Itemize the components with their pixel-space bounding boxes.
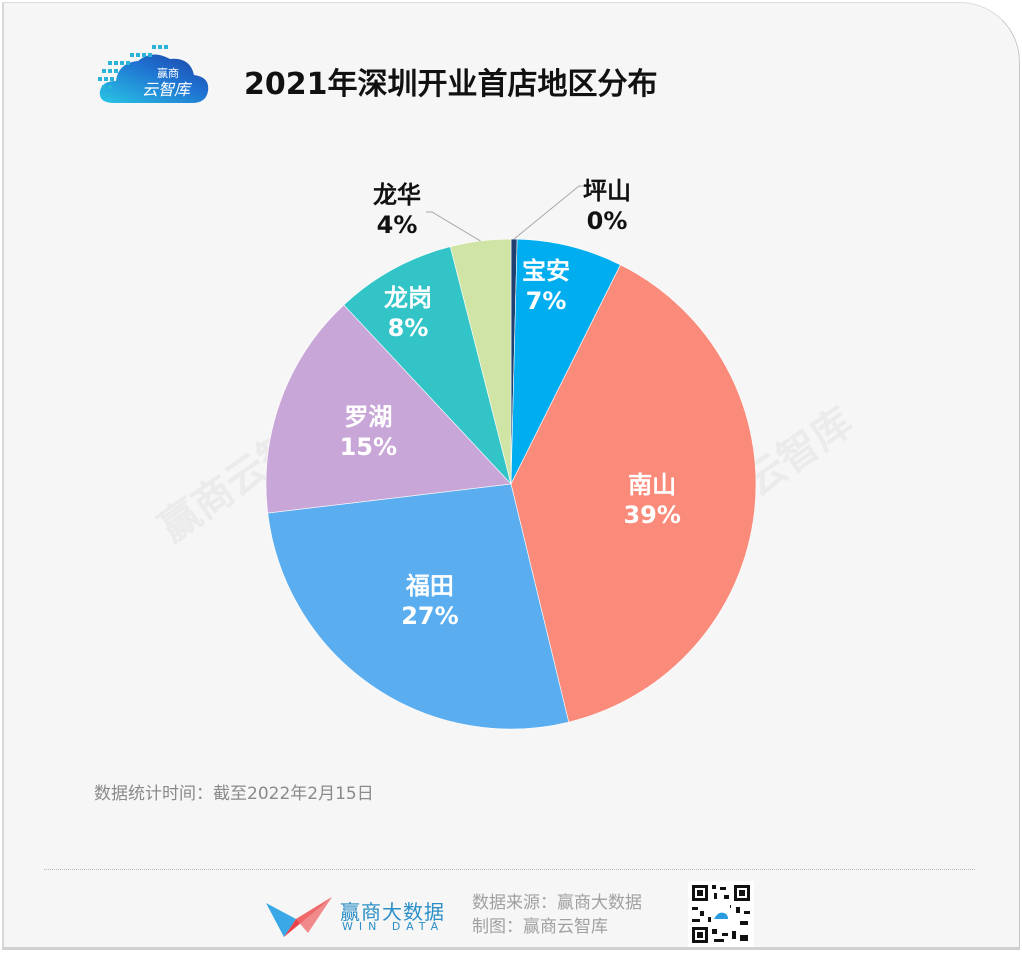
slice-label-name: 坪山: [583, 177, 631, 205]
slice-label: 坪山 0%: [583, 176, 631, 236]
leader-line: [426, 211, 481, 242]
pie-slice-6: [449, 238, 512, 485]
slice-label-name: 龙岗: [384, 284, 432, 312]
slice-label: 龙华 4%: [373, 180, 421, 240]
slice-label-percent: 0%: [586, 207, 628, 235]
source-info: 数据来源：赢商大数据 制图：赢商云智库: [472, 891, 642, 939]
source-line: 数据来源：赢商大数据: [472, 893, 642, 913]
slice-label-name: 福田: [405, 571, 454, 600]
slice-label-percent: 7%: [525, 287, 567, 315]
slice-label-name: 罗湖: [344, 402, 393, 431]
slice-label-name: 南山: [628, 470, 677, 499]
yingshang-cloud-logo: 赢商 云智库: [98, 45, 209, 103]
slice-label: 罗湖 15%: [340, 402, 397, 462]
windata-brand-en: WIN DATA: [342, 920, 445, 933]
pie-slice-3: [267, 483, 570, 730]
slice-label: 龙岗 8%: [384, 283, 432, 343]
slice-label-percent: 39%: [623, 500, 681, 529]
svg-text:赢商: 赢商: [157, 66, 179, 80]
slice-label: 福田 27%: [401, 571, 458, 631]
windata-brand-cn: 赢商大数据: [340, 900, 445, 924]
footer-separator: [44, 869, 975, 870]
slice-label-name: 龙华: [373, 181, 421, 209]
slice-label-percent: 27%: [401, 601, 459, 630]
leader-line: [513, 185, 587, 240]
made-by-line: 制图：赢商云智库: [472, 917, 608, 937]
slice-label-percent: 4%: [376, 211, 418, 239]
pie-chart: [265, 185, 757, 730]
pie-slice-1: [510, 238, 621, 485]
data-time-note: 数据统计时间：截至2022年2月15日: [94, 784, 374, 804]
svg-text:云智库: 云智库: [142, 80, 193, 99]
chart-title: 2021年深圳开业首店地区分布: [244, 67, 658, 102]
pie-slice-4: [265, 304, 512, 514]
slice-label: 宝安 7%: [522, 256, 570, 316]
windata-logo-icon: [266, 897, 332, 937]
slice-label-percent: 8%: [387, 314, 429, 342]
slice-label: 南山 39%: [623, 470, 680, 530]
pie-slice-5: [343, 246, 512, 485]
slice-label-name: 宝安: [522, 257, 570, 285]
pie-slice-2: [510, 264, 757, 723]
qr-code-icon[interactable]: [688, 881, 754, 947]
slice-label-percent: 15%: [339, 432, 398, 461]
